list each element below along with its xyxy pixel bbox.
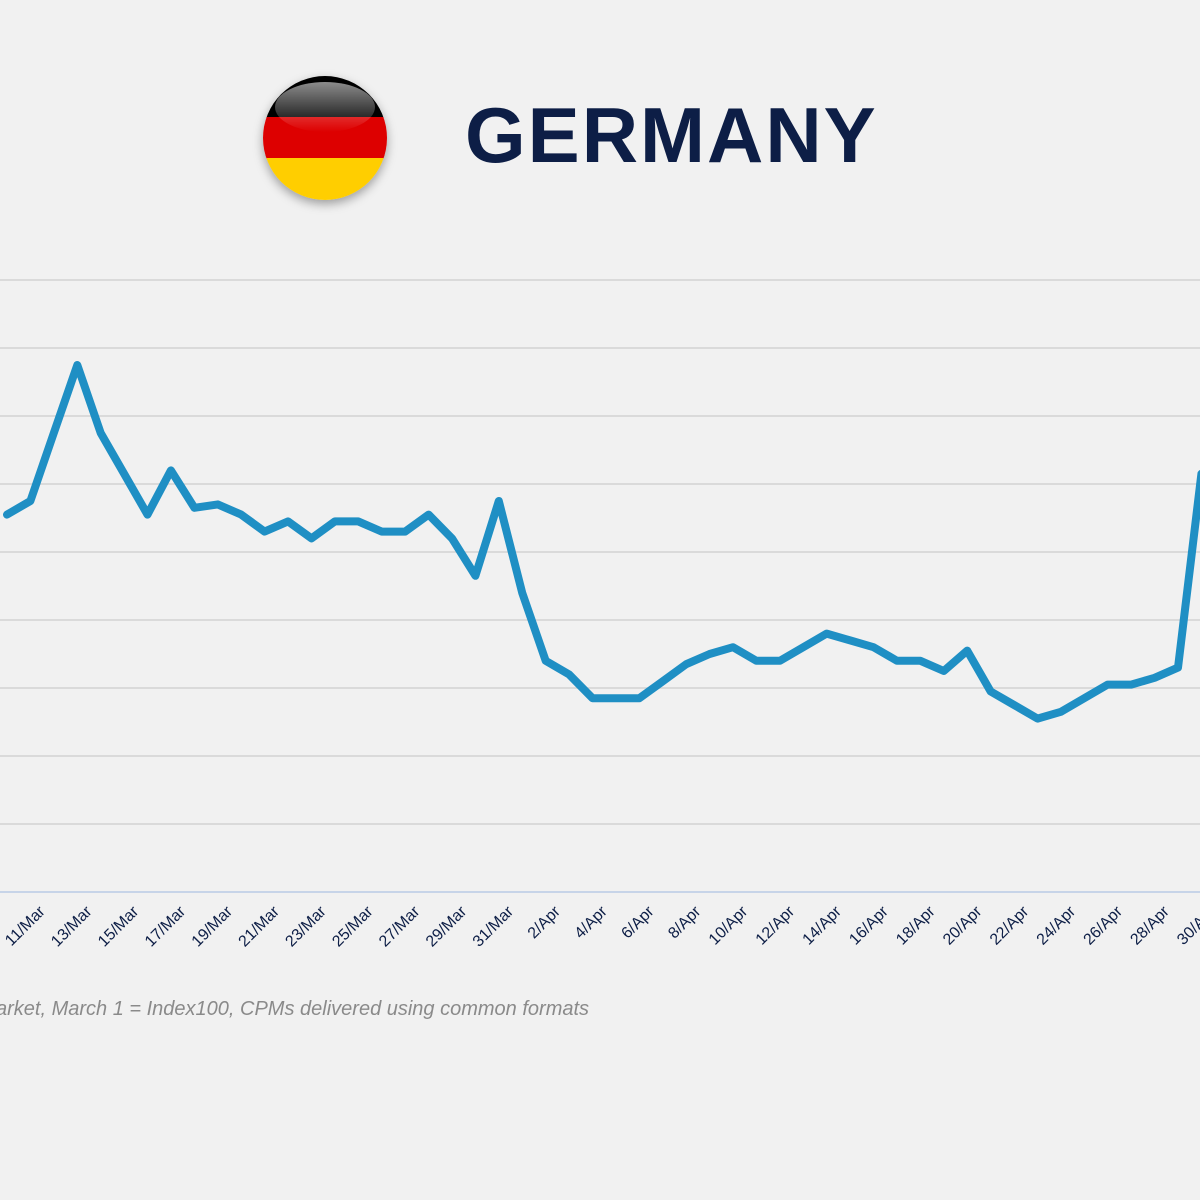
x-tick-label: 8/Apr [665,903,705,943]
x-tick-label: 22/Apr [987,903,1033,949]
x-tick-label: 23/Mar [282,903,330,951]
x-tick-label: 28/Apr [1127,903,1173,949]
x-tick-label: 30/Apr [1174,903,1200,949]
x-tick-label: 6/Apr [618,903,658,943]
germany-flag-icon [263,76,387,200]
series-line [3,361,1200,723]
chart-title: GERMANY [465,91,878,179]
x-tick-label: 2/Apr [525,903,565,943]
x-tick-label: 29/Mar [423,903,471,951]
x-tick-label: 10/Apr [706,903,752,949]
x-tick-label: 11/Mar [2,903,49,950]
x-tick-label: 19/Mar [189,903,237,951]
x-tick-label: 25/Mar [329,903,377,951]
x-tick-label: 12/Apr [753,903,799,949]
grid-lines [0,279,1200,825]
x-tick-label: 31/Mar [470,903,518,951]
x-tick-label: 15/Mar [95,903,143,951]
x-tick-label: 13/Mar [48,903,96,951]
x-tick-label: 4/Apr [572,903,612,943]
x-tick-label: 14/Apr [800,903,846,949]
x-tick-label: 27/Mar [376,903,424,951]
footnote: arket, March 1 = Index100, CPMs delivere… [0,998,590,1020]
x-tick-label: 21/Mar [236,903,284,951]
x-tick-label: 24/Apr [1034,903,1080,949]
x-tick-label: 26/Apr [1081,903,1127,949]
flag-gloss [275,82,375,132]
x-tick-labels: 11/Mar 13/Mar 15/Mar 17/Mar 19/Mar 21/Mar 23/M… [2,903,1200,951]
flag-stripe-gold [263,157,387,200]
x-tick-label: 17/Mar [142,903,190,951]
x-tick-label: 16/Apr [846,903,892,949]
series-layer [3,361,1200,723]
x-tick-label: 20/Apr [940,903,986,949]
x-tick-label: 18/Apr [893,903,939,949]
